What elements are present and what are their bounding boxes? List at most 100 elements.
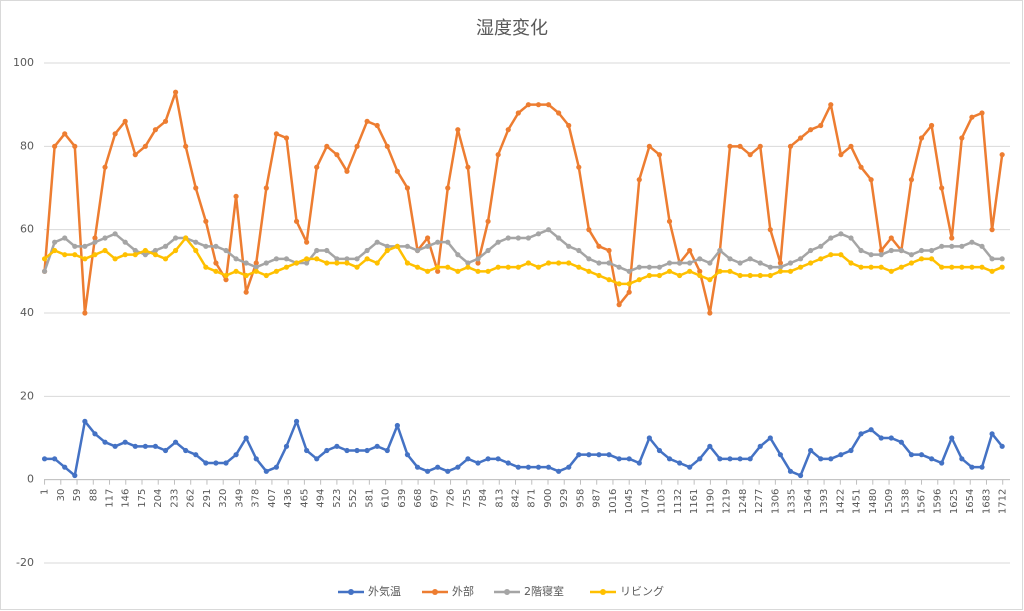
data-point	[979, 110, 985, 116]
data-point	[445, 468, 451, 474]
data-point	[596, 272, 602, 279]
data-point	[556, 235, 562, 241]
x-tick-label: 1335	[787, 489, 798, 514]
x-tick-label: 175	[137, 489, 148, 508]
x-tick-label: 1103	[657, 489, 668, 514]
data-point	[677, 260, 683, 266]
data-point	[868, 427, 874, 433]
data-point	[949, 435, 955, 441]
data-point	[364, 118, 370, 124]
data-point	[52, 456, 58, 462]
data-point	[525, 235, 532, 241]
data-point	[939, 460, 945, 466]
data-point	[193, 247, 199, 254]
data-point	[414, 264, 421, 270]
data-point	[324, 247, 330, 254]
data-point	[707, 277, 713, 283]
data-point	[636, 277, 642, 283]
data-point	[697, 272, 703, 279]
data-point	[586, 452, 592, 458]
data-point	[475, 460, 481, 466]
data-point	[72, 252, 78, 258]
data-point	[828, 102, 834, 108]
data-point	[203, 243, 209, 249]
data-point	[283, 135, 290, 141]
x-tick-label: 1219	[722, 489, 733, 514]
x-tick-label: 639	[397, 489, 408, 508]
data-point	[535, 102, 542, 108]
data-point	[626, 289, 632, 295]
x-tick-label: 1045	[624, 489, 635, 514]
x-tick-label: 697	[429, 489, 440, 508]
data-point	[959, 135, 965, 141]
data-point	[485, 247, 491, 254]
data-point	[687, 268, 693, 274]
x-tick-label: 610	[381, 489, 392, 508]
data-point	[253, 268, 259, 274]
data-point	[364, 447, 370, 454]
data-point	[374, 122, 380, 129]
data-point	[828, 252, 834, 258]
x-tick-label: 436	[283, 489, 294, 508]
data-point	[858, 247, 864, 254]
data-point	[918, 247, 925, 254]
data-point	[727, 143, 733, 149]
data-point	[243, 260, 249, 266]
data-point	[545, 102, 552, 108]
data-point	[687, 464, 693, 470]
series	[41, 89, 1005, 316]
x-tick-label: 784	[478, 489, 489, 508]
x-tick-label: 755	[462, 489, 473, 508]
data-point	[848, 143, 854, 149]
x-tick-label: 320	[218, 489, 229, 508]
data-point	[324, 143, 330, 149]
data-point	[152, 252, 159, 258]
data-point	[223, 247, 229, 254]
data-point	[666, 456, 673, 462]
data-point	[253, 260, 259, 266]
x-tick-label: 59	[72, 489, 83, 502]
data-point	[364, 247, 370, 254]
data-point	[142, 252, 148, 258]
data-point	[545, 260, 552, 266]
data-point	[586, 256, 592, 262]
data-point	[596, 243, 602, 249]
data-point	[878, 247, 884, 254]
data-point	[979, 464, 985, 470]
data-point	[505, 235, 511, 241]
data-point	[747, 152, 753, 158]
data-point	[394, 243, 400, 249]
data-point	[646, 435, 652, 441]
data-point	[263, 468, 269, 474]
series	[41, 418, 1005, 479]
data-point	[435, 239, 441, 245]
data-point	[808, 247, 814, 254]
data-point	[515, 235, 521, 241]
data-point	[767, 435, 773, 441]
data-point	[162, 243, 169, 249]
data-point	[858, 164, 864, 170]
data-point	[152, 127, 159, 133]
data-point	[334, 152, 340, 158]
data-point	[656, 152, 663, 158]
data-point	[132, 247, 138, 254]
data-point	[757, 443, 763, 449]
data-point	[243, 272, 249, 279]
data-point	[122, 252, 128, 258]
data-point	[384, 243, 390, 249]
data-point	[929, 122, 935, 129]
data-point	[263, 260, 269, 266]
x-tick-label: 1451	[852, 489, 863, 514]
data-point	[324, 447, 330, 454]
data-point	[717, 268, 723, 274]
data-point	[787, 468, 794, 474]
data-point	[646, 272, 652, 279]
data-point	[213, 460, 219, 466]
data-point	[959, 456, 965, 462]
data-point	[767, 272, 773, 279]
data-point	[273, 256, 279, 262]
data-point	[898, 439, 904, 445]
data-point	[92, 431, 98, 437]
data-point	[939, 264, 945, 270]
